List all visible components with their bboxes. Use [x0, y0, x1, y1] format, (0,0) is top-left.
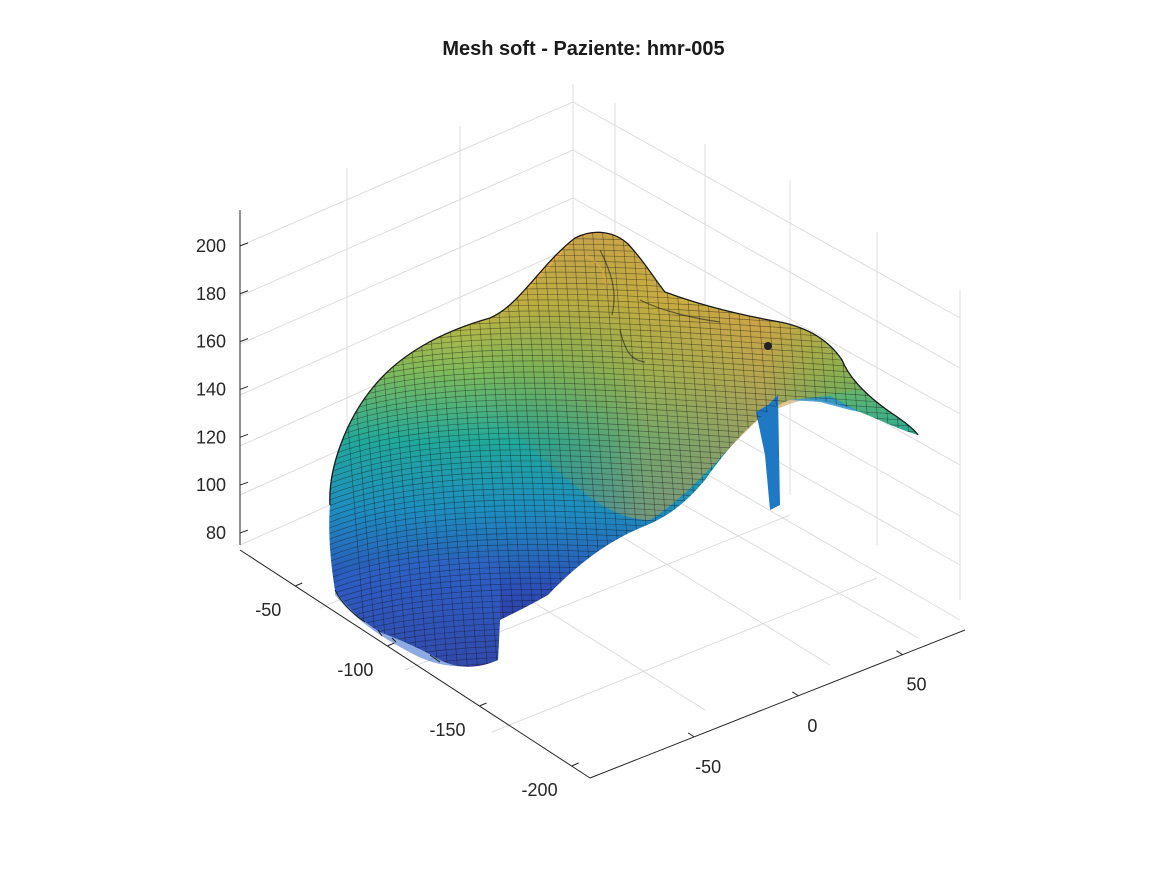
mesh-column: [849, 232, 891, 667]
z-tick-label: 160: [196, 332, 226, 352]
x-tick-label: -50: [695, 757, 721, 777]
z-tick-mark: [239, 529, 249, 534]
mesh-column: [829, 232, 871, 667]
mesh-column: [920, 200, 960, 700]
x-tick-mark: [792, 691, 799, 697]
y-tick-mark: [387, 642, 395, 647]
mesh-column: [779, 232, 821, 667]
mesh-column: [789, 232, 831, 667]
y-tick-label: -200: [522, 780, 558, 800]
y-tick-mark: [295, 582, 303, 587]
z-tick-mark: [239, 242, 249, 247]
z-tick-label: 180: [196, 284, 226, 304]
mesh-row: [329, 382, 918, 416]
surface-mesh: [320, 200, 960, 710]
z-tick-mark: [239, 290, 249, 295]
mesh-row: [329, 661, 918, 667]
z-tick-label: 200: [196, 236, 226, 256]
mesh-column: [799, 232, 841, 667]
z-tick-label: 100: [196, 475, 226, 495]
z-tick-mark: [239, 481, 249, 486]
z-tick-mark: [239, 338, 249, 343]
mesh-column: [879, 232, 918, 667]
mesh-row: [320, 673, 930, 704]
y-tick-mark: [571, 762, 579, 767]
x-tick-label: 0: [807, 716, 817, 736]
z-tick-label: 80: [206, 523, 226, 543]
z-axis-ticks: 80 100 120 140 160 180 200: [196, 236, 226, 543]
mesh-column: [869, 232, 911, 667]
mesh-row: [329, 377, 918, 410]
z-tick-mark: [239, 385, 249, 390]
x-tick-mark: [896, 650, 903, 656]
y-tick-label: -150: [429, 720, 465, 740]
mesh-row: [329, 650, 918, 667]
mesh-column: [819, 232, 861, 667]
x-axis-ticks: -50 0 50: [695, 675, 926, 777]
mesh-column: [839, 232, 881, 667]
chart-title: Mesh soft - Paziente: hmr-005: [442, 38, 725, 60]
mesh-column: [859, 232, 901, 667]
z-tick-label: 140: [196, 379, 226, 399]
mesh-row: [320, 668, 930, 699]
mesh-row: [320, 679, 930, 710]
y-tick-label: -50: [255, 600, 281, 620]
mesh-column: [909, 232, 918, 667]
y-tick-label: -100: [337, 660, 373, 680]
y-tick-mark: [479, 702, 487, 707]
z-tick-mark: [239, 433, 249, 438]
mesh-row: [329, 371, 918, 404]
mesh-row: [329, 656, 918, 667]
y-axis-ticks: -50 -100 -150 -200: [255, 600, 557, 800]
x-tick-label: 50: [906, 675, 926, 695]
x-tick-mark: [687, 732, 695, 738]
z-tick-label: 120: [196, 427, 226, 447]
